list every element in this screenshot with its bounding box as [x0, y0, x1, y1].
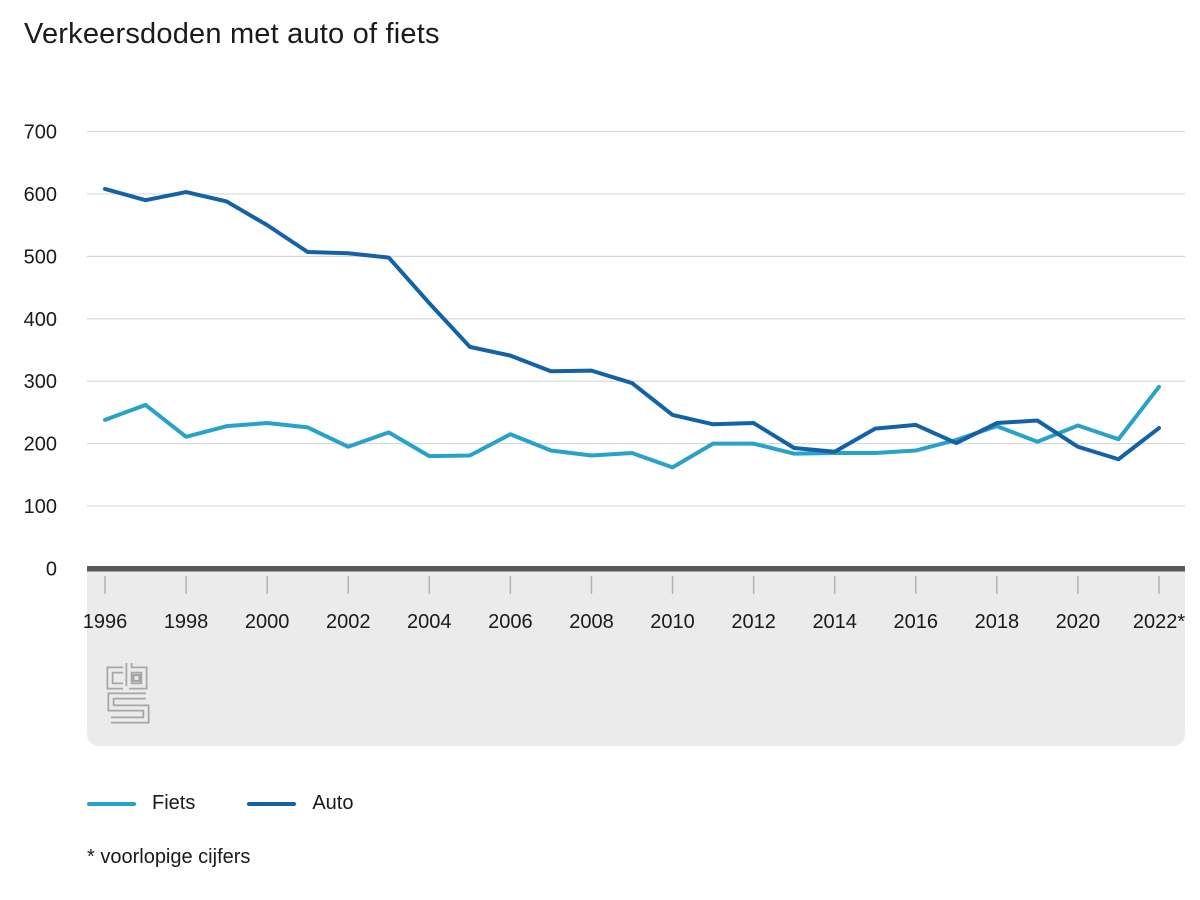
- y-axis-label: 200: [24, 434, 57, 456]
- legend: Fiets Auto: [87, 792, 406, 815]
- y-axis-label: 400: [24, 309, 57, 331]
- fiets-line-swatch: [87, 801, 136, 806]
- chart-title: Verkeersdoden met auto of fiets: [24, 18, 440, 50]
- chart-area: 0 100 200 300 400 500 600 700 1996 1998 2000 2002 20…: [24, 122, 1185, 746]
- series-line-fiets: [103, 384, 1161, 470]
- y-axis-label: 700: [24, 122, 57, 144]
- footnote: * voorlopige cijfers: [87, 846, 251, 868]
- axis-area: [87, 571, 1185, 746]
- legend-label-fiets: Fiets: [152, 792, 196, 814]
- cbs-logo-icon: [106, 663, 150, 724]
- series-line-auto: [103, 186, 1161, 462]
- y-axis-label: 0: [46, 559, 57, 581]
- y-axis-label: 300: [24, 371, 57, 393]
- y-axis-label: 100: [24, 496, 57, 518]
- legend-label-auto: Auto: [312, 792, 354, 814]
- y-axis-label: 500: [24, 246, 57, 268]
- legend-item-auto[interactable]: Auto: [247, 792, 354, 815]
- auto-line-swatch: [247, 801, 297, 806]
- y-axis-label: 600: [24, 184, 57, 206]
- legend-item-fiets[interactable]: Fiets: [87, 792, 195, 815]
